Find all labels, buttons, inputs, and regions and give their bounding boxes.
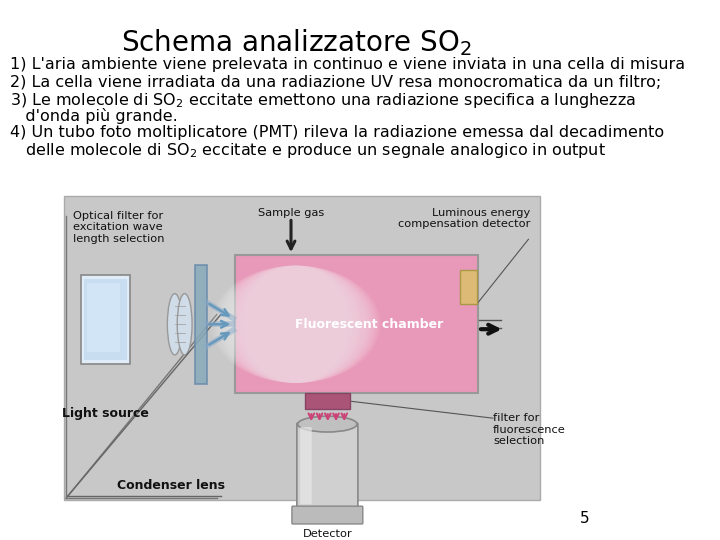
Text: d'onda più grande.: d'onda più grande. [10,108,178,124]
FancyBboxPatch shape [64,195,540,500]
Text: 3) Le molecole di SO$_2$ eccitate emettono una radiazione specifica a lunghezza: 3) Le molecole di SO$_2$ eccitate emetto… [10,91,636,110]
Ellipse shape [216,266,376,383]
Text: 2) La cella viene irradiata da una radiazione UV resa monocromatica da un filtro: 2) La cella viene irradiata da una radia… [10,74,661,89]
Text: 1) L'aria ambiente viene prelevata in continuo e viene inviata in una cella di m: 1) L'aria ambiente viene prelevata in co… [10,57,685,72]
Text: 5: 5 [580,511,590,526]
Text: delle molecole di SO$_2$ eccitate e produce un segnale analogico in output: delle molecole di SO$_2$ eccitate e prod… [10,141,606,160]
Ellipse shape [297,416,357,432]
FancyBboxPatch shape [460,270,477,305]
Ellipse shape [177,294,192,355]
Text: Fluorescent chamber: Fluorescent chamber [294,318,443,331]
FancyBboxPatch shape [81,275,130,364]
Text: Light source: Light source [62,407,149,420]
Ellipse shape [214,266,377,383]
FancyBboxPatch shape [292,506,363,524]
FancyBboxPatch shape [84,279,127,360]
FancyBboxPatch shape [195,265,207,383]
Text: Luminous energy
compensation detector: Luminous energy compensation detector [397,207,530,229]
Ellipse shape [219,266,372,383]
Text: 4) Un tubo foto moltiplicatore (PMT) rileva la radiazione emessa dal decadimento: 4) Un tubo foto moltiplicatore (PMT) ril… [10,125,664,139]
FancyBboxPatch shape [87,283,120,352]
Ellipse shape [217,266,374,383]
Text: Sample gas: Sample gas [258,207,324,218]
Text: Condenser lens: Condenser lens [117,480,225,492]
FancyBboxPatch shape [300,427,312,504]
Ellipse shape [167,294,182,355]
FancyBboxPatch shape [297,423,358,512]
FancyBboxPatch shape [235,255,478,394]
Text: filter for
fluorescence
selection: filter for fluorescence selection [493,413,566,447]
FancyBboxPatch shape [305,394,350,409]
Ellipse shape [211,266,381,383]
Ellipse shape [212,266,379,383]
Text: Schema analizzatore SO$_2$: Schema analizzatore SO$_2$ [122,28,472,58]
Text: Detector: Detector [302,529,352,539]
Text: Optical filter for
excitation wave
length selection: Optical filter for excitation wave lengt… [73,211,164,244]
